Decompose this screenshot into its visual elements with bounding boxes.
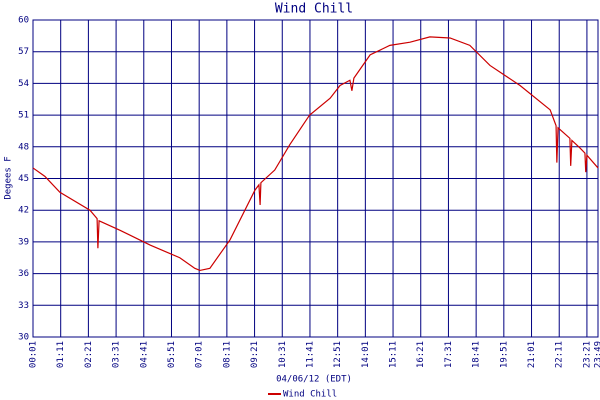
x-axis-label: 04/06/12 (EDT) (276, 375, 352, 385)
y-tick-label: 57 (18, 47, 29, 57)
data-line (32, 36, 599, 272)
y-axis-label: Degees F (4, 156, 14, 199)
x-tick-label: 14:01 (361, 341, 371, 368)
x-tick-label: 18:41 (472, 341, 482, 368)
x-tick-label: 08:11 (222, 341, 232, 368)
x-tick-label: 03:31 (112, 341, 122, 368)
y-tick-label: 42 (18, 206, 29, 216)
x-tick-label: 19:51 (499, 341, 509, 368)
x-tick-label: 09:21 (250, 341, 260, 368)
x-tick-label: 22:11 (555, 341, 565, 368)
x-tick-label: 23:21 (582, 341, 592, 368)
plot-border (32, 19, 599, 338)
y-tick-label: 30 (18, 333, 29, 343)
y-tick-label: 39 (18, 237, 29, 247)
x-tick-label: 02:21 (84, 341, 94, 368)
y-tick-label: 51 (18, 111, 29, 121)
x-tick-label: 10:31 (278, 341, 288, 368)
x-tick-label: 01:11 (56, 341, 66, 368)
x-tick-label: 16:21 (416, 341, 426, 368)
x-tick-label: 23:49 (594, 341, 600, 368)
x-tick-label: 17:31 (444, 341, 454, 368)
y-tick-label: 36 (18, 269, 29, 279)
y-tick-label: 48 (18, 142, 29, 152)
x-tick-label: 12:51 (333, 341, 343, 368)
x-tick-label: 11:41 (305, 341, 315, 368)
chart-title: Wind Chill (275, 2, 353, 17)
x-tick-label: 07:01 (195, 341, 205, 368)
x-tick-label: 21:01 (527, 341, 537, 368)
x-tick-label: 15:11 (389, 341, 399, 368)
x-tick-label: 05:51 (167, 341, 177, 368)
y-tick-label: 33 (18, 301, 29, 311)
x-tick-label: 04:41 (139, 341, 149, 368)
y-tick-label: 54 (18, 79, 29, 89)
y-tick-label: 45 (18, 174, 29, 184)
y-tick-label: 60 (18, 16, 29, 26)
legend-label: Wind Chill (283, 390, 337, 400)
x-tick-label: 00:01 (29, 341, 39, 368)
